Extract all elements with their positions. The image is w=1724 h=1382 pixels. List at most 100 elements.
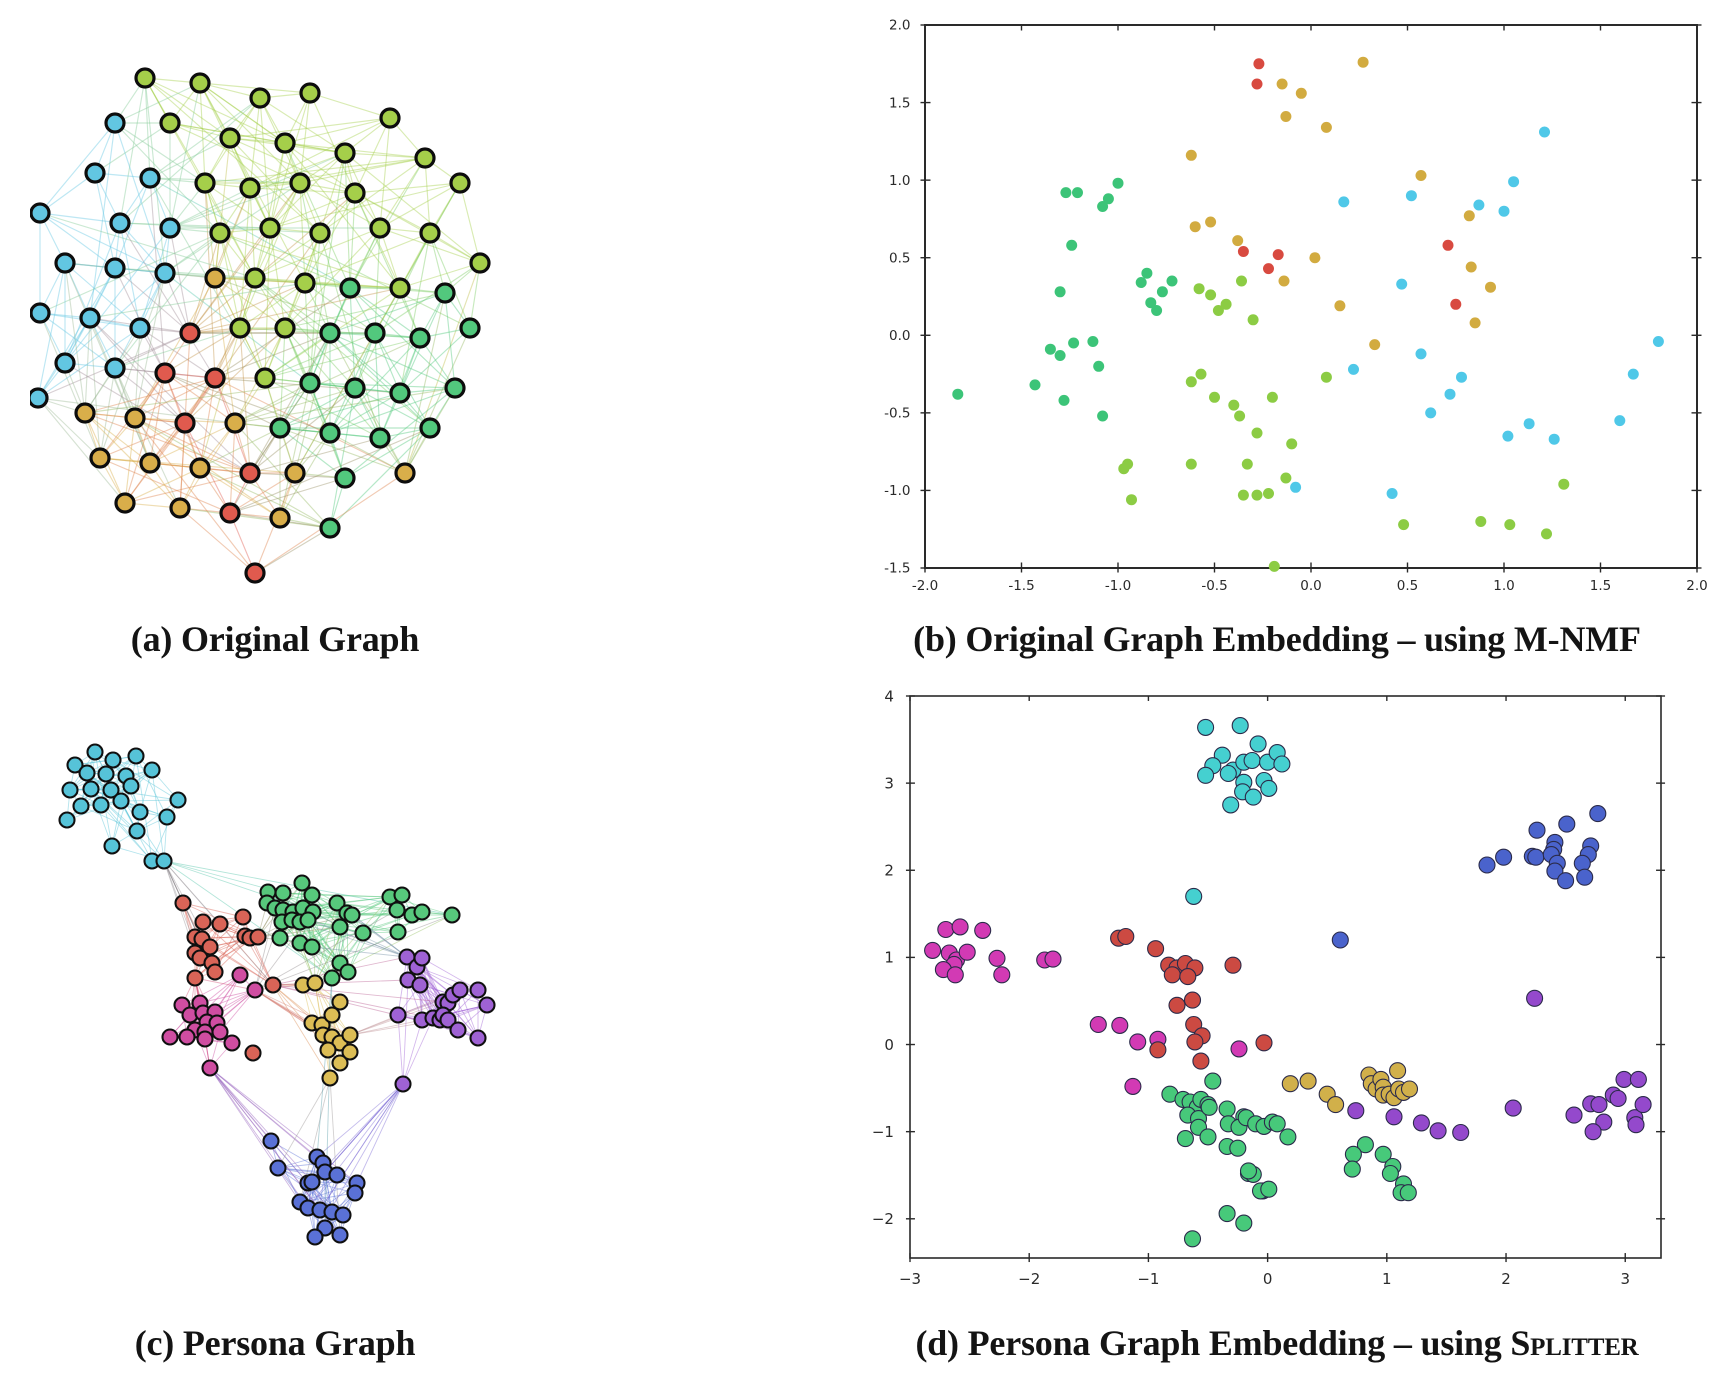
graph-node-purple xyxy=(413,949,431,967)
scatter-point-blue xyxy=(1589,805,1607,823)
graph-edge xyxy=(234,387,356,424)
graph-node-green xyxy=(389,923,407,941)
x-tick-label: −2 xyxy=(1018,1270,1040,1288)
graph-edge xyxy=(37,397,126,504)
panel-original-graph xyxy=(30,38,510,618)
graph-edge xyxy=(189,187,251,334)
panel-persona-graph xyxy=(30,695,540,1320)
scatter-point-gold xyxy=(1469,317,1481,329)
graph-node-cyan xyxy=(155,852,173,870)
graph-edge xyxy=(229,137,321,234)
graph-node xyxy=(124,407,146,429)
graph-node xyxy=(244,267,266,289)
y-tick-label: 2 xyxy=(884,862,894,880)
graph-node xyxy=(339,277,361,299)
graph-edge xyxy=(379,117,391,229)
scatter-point-turquoise xyxy=(1243,751,1261,770)
graph-edge xyxy=(119,222,271,229)
graph-edge xyxy=(307,919,341,964)
scatter-point-purple xyxy=(1347,1102,1365,1120)
graph-edge xyxy=(99,367,116,459)
scatter-point-yellow-green xyxy=(1251,489,1263,501)
graph-node-green xyxy=(303,938,321,956)
scatter-svg-b: -2.0 -1.5 -1.0 -0.5 0.0 0.5 1.0 1.5 2.02.01.51.0… xyxy=(884,18,1708,594)
graph-node-red xyxy=(194,913,212,931)
graph-node xyxy=(364,322,386,344)
graph-edge xyxy=(110,789,179,801)
axes-group: −3 −2 −1 0 1 2 3 4 3 2 1 0 −1 −2 xyxy=(872,687,1666,1288)
scatter-point-purple xyxy=(1429,1122,1447,1140)
scatter-point-yellow-green xyxy=(1126,494,1137,506)
graph-node-cyan xyxy=(143,761,161,779)
graph-edge xyxy=(64,262,141,329)
graph-edge xyxy=(279,382,311,519)
graph-edge xyxy=(151,769,165,862)
scatter-point-purple xyxy=(1609,1089,1627,1108)
scatter-point-yellow-green xyxy=(1234,410,1246,422)
graph-edge xyxy=(114,177,151,269)
graph-node-cyan xyxy=(104,751,122,769)
scatter-point-gold xyxy=(1185,149,1197,161)
caption-original-graph: (a) Original Graph xyxy=(130,619,420,659)
graph-node xyxy=(319,517,341,539)
graph-edge xyxy=(199,82,206,184)
scatter-point-magenta xyxy=(951,918,969,936)
bridge-edge xyxy=(311,946,408,958)
graph-edge xyxy=(336,902,398,911)
graph-edge xyxy=(354,182,461,194)
scatter-point-green xyxy=(1279,1128,1297,1146)
graph-edge xyxy=(89,317,186,424)
scatter-point-turquoise xyxy=(1197,766,1215,784)
scatter-point-gold xyxy=(1485,281,1496,293)
x-tick-label: 1.0 xyxy=(1493,578,1514,594)
graph-edge xyxy=(114,367,186,424)
graph-edge xyxy=(379,182,461,229)
graph-node xyxy=(449,172,471,194)
graph-edge xyxy=(421,957,479,991)
scatter-point-cyan xyxy=(1396,278,1408,290)
graph-edge xyxy=(144,77,231,139)
bridge-edge xyxy=(254,989,313,1024)
scatter-point-purple xyxy=(1412,1114,1430,1132)
graph-edge xyxy=(124,372,166,504)
graph-node-gold xyxy=(341,1043,359,1061)
graph-edge xyxy=(149,97,261,179)
graph-node-purple xyxy=(394,1075,412,1093)
graph-edge xyxy=(399,262,481,289)
scatter-point-gold xyxy=(1369,339,1381,351)
graph-edge xyxy=(404,262,481,474)
graph-node xyxy=(174,412,196,434)
scatter-point-cyan xyxy=(1498,205,1510,217)
graph-edge xyxy=(374,332,431,429)
graph-node xyxy=(269,507,291,529)
graph-edge xyxy=(416,966,479,991)
scatter-point-green xyxy=(1200,1098,1218,1116)
panel-mnmf-embedding: -2.0 -1.5 -1.0 -0.5 0.0 0.5 1.0 1.5 2.0 2.0 1.5 1.0… xyxy=(840,0,1724,608)
graph-edge xyxy=(199,377,216,469)
scatter-point-green xyxy=(1068,337,1080,349)
graph-edge xyxy=(269,92,311,229)
graph-node-green xyxy=(343,906,361,924)
graph-edge xyxy=(362,914,413,934)
scatter-point-yellow-green xyxy=(1247,314,1259,326)
graph-edge xyxy=(279,327,286,429)
graph-node-magenta xyxy=(223,1034,241,1052)
scatter-point-green xyxy=(1029,379,1041,391)
graph-edge xyxy=(264,232,321,379)
graph-node-red xyxy=(211,915,229,933)
scatter-point-cyan xyxy=(1348,363,1359,375)
graph-node xyxy=(30,387,49,409)
scatter-point-green xyxy=(1097,410,1109,422)
graph-edge xyxy=(39,212,256,279)
graph-edge xyxy=(229,427,431,514)
graph-edge xyxy=(249,187,256,279)
plot-frame xyxy=(909,695,1662,1259)
graph-node-cyan xyxy=(58,811,76,829)
scatter-point-green xyxy=(1218,1100,1236,1118)
graph-edge xyxy=(169,182,301,229)
edges-group xyxy=(37,77,481,574)
graph-edge xyxy=(402,1017,434,1085)
graph-node xyxy=(239,462,261,484)
graph-edge xyxy=(294,287,401,474)
graph-node xyxy=(269,417,291,439)
